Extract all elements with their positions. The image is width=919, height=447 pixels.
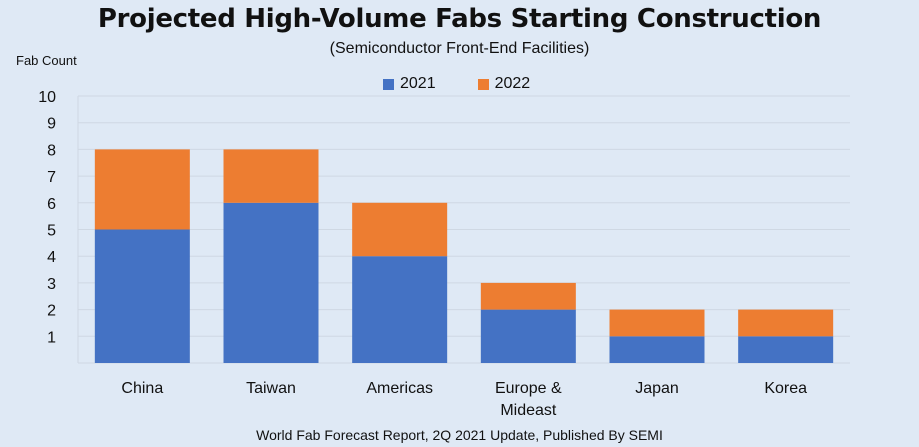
y-tick-label: 7 [47,169,56,186]
legend-item-2022: 2022 [477,75,531,93]
bar-2022-4 [609,309,705,337]
bar-2021-2 [352,256,448,363]
x-tick-label: Korea [764,380,807,397]
y-tick-label: 9 [47,116,56,133]
bar-2021-4 [609,336,705,363]
bar-2021-0 [94,229,190,363]
bar-2021-1 [223,202,319,363]
x-tick-label: Taiwan [246,380,296,397]
y-tick-label: 4 [47,249,56,266]
y-tick-label: 1 [47,329,56,346]
x-tick-label: Mideast [500,402,557,419]
x-tick-label: Americas [366,380,433,397]
y-tick-label: 6 [47,196,56,213]
bar-2022-3 [480,282,576,310]
legend: 2021 2022 [383,75,530,93]
bar-2021-5 [738,336,834,363]
y-tick-label: 5 [47,223,56,240]
bar-2021-3 [480,309,576,363]
legend-item-2021: 2021 [383,75,436,93]
bar-2022-0 [94,149,190,230]
x-tick-label: Europe & [495,380,562,397]
y-tick-label: 10 [38,89,56,106]
legend-label-2022: 2022 [494,75,531,92]
bar-2022-2 [352,202,448,257]
y-tick-label: 3 [47,276,56,293]
source-note: World Fab Forecast Report, 2Q 2021 Updat… [256,427,663,443]
chart-subtitle: (Semiconductor Front-End Facilities) [329,40,590,57]
y-tick-label: 8 [47,142,56,159]
x-tick-label: Japan [635,380,679,397]
bar-2022-5 [738,309,834,337]
bar-2022-1 [223,149,319,203]
chart-title: Projected High-Volume Fabs Starting Cons… [97,4,822,34]
x-tick-label: China [121,380,163,397]
legend-label-2021: 2021 [400,75,436,92]
legend-swatch-2021 [383,78,394,90]
y-axis-label: Fab Count [16,53,77,68]
legend-swatch-2022 [477,78,489,90]
y-tick-label: 2 [47,303,56,320]
